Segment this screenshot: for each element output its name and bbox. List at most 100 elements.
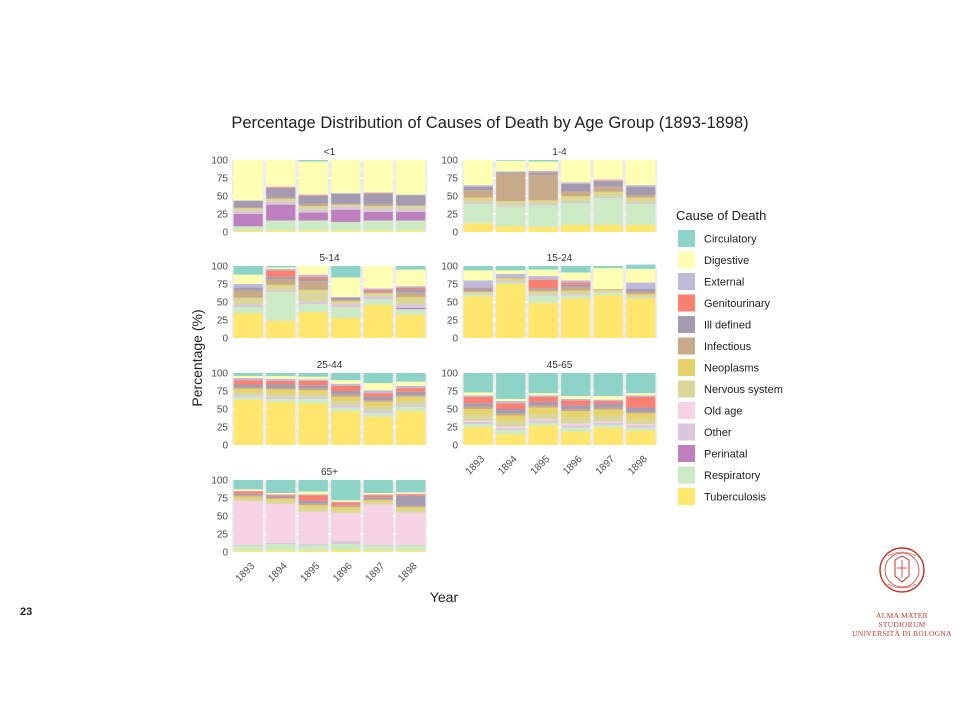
bar-segment: [298, 274, 328, 277]
legend-label: Nervous system: [704, 384, 783, 396]
x-tick-label: 1895: [299, 561, 323, 585]
bar-segment: [331, 193, 361, 194]
bar-segment: [593, 422, 623, 425]
bar-segment: [233, 307, 263, 314]
bar-segment: [266, 388, 296, 390]
bar-segment: [396, 505, 426, 508]
bar-segment: [528, 373, 558, 394]
bar-segment: [298, 494, 328, 496]
bar-segment: [626, 294, 656, 296]
bar-segment: [266, 230, 296, 232]
bar-segment: [593, 424, 623, 428]
bar-segment: [363, 480, 393, 493]
bar-segment: [561, 196, 591, 198]
legend-label: Perinatal: [704, 448, 747, 460]
bar-segment: [561, 272, 591, 281]
bar-segment: [396, 292, 426, 297]
bar-segment: [331, 230, 361, 232]
bar-segment: [396, 509, 426, 513]
facet-panel: 65+ 0 25 50 75 100 1893 1894 1895 1896 1897 1898: [211, 467, 427, 584]
bar-segment: [626, 413, 656, 420]
bar-segment: [496, 420, 526, 427]
bar-segment: [561, 286, 591, 291]
bar-segment: [266, 498, 296, 501]
university-seal-icon: [879, 547, 925, 593]
bar-segment: [593, 196, 623, 199]
bar-segment: [496, 373, 526, 399]
bar-segment: [463, 392, 493, 396]
bar-segment: [233, 490, 263, 492]
bar-segment: [298, 212, 328, 221]
legend-item: Perinatal: [678, 445, 747, 462]
bar-segment: [561, 203, 591, 225]
bar-segment: [396, 480, 426, 493]
bar-segment: [233, 493, 263, 496]
legend-swatch: [678, 294, 695, 312]
bar-segment: [396, 304, 426, 308]
bar-segment: [626, 373, 656, 394]
bar-segment: [528, 203, 558, 206]
bar-segment: [528, 289, 558, 292]
bar-segment: [331, 544, 361, 550]
bar-segment: [331, 380, 361, 384]
bar-segment: [266, 187, 296, 189]
legend-label: Digestive: [704, 255, 749, 267]
bar-segment: [233, 392, 263, 396]
legend-item: External: [678, 273, 744, 290]
bar-segment: [496, 172, 526, 174]
bar-segment: [298, 281, 328, 290]
bar-segment: [298, 480, 328, 492]
bar-segment: [528, 395, 558, 397]
bar-segment: [496, 201, 526, 202]
legend-label: Tuberculosis: [704, 491, 766, 503]
bar-segment: [396, 495, 426, 506]
bar-segment: [363, 289, 393, 292]
bar-segment: [298, 206, 328, 210]
bar-segment: [331, 206, 361, 210]
bar-segment: [496, 273, 526, 278]
bar-segment: [593, 186, 623, 192]
bar-segment: [396, 314, 426, 338]
bar-segment: [363, 410, 393, 414]
bar-segment: [331, 373, 361, 381]
y-tick-label: 25: [217, 210, 229, 221]
bar-segment: [561, 290, 591, 292]
bar-segment: [561, 396, 591, 399]
legend-item: Genitourinary: [678, 294, 771, 312]
bar-segment: [266, 380, 296, 385]
bar-segment: [233, 399, 263, 445]
legend-swatch: [678, 445, 695, 462]
bar-segment: [593, 180, 623, 182]
bar-segment: [496, 277, 526, 279]
x-tick-label: 1893: [234, 561, 258, 585]
bar-segment: [363, 293, 393, 295]
bar-segment: [233, 395, 263, 397]
bar-segment: [528, 302, 558, 338]
bar-segment: [463, 280, 493, 288]
bar-segment: [396, 391, 426, 396]
y-tick-label: 0: [222, 334, 228, 345]
bar-segment: [363, 390, 393, 394]
bar-segment: [331, 277, 361, 297]
bar-segment: [396, 208, 426, 212]
bar-segment: [463, 288, 493, 291]
bar-segment: [626, 268, 656, 283]
bar-segment: [528, 205, 558, 227]
bar-segment: [528, 288, 558, 290]
bar-segment: [266, 480, 296, 493]
bar-segment: [528, 420, 558, 423]
bar-segment: [463, 290, 493, 292]
bar-segment: [396, 195, 426, 206]
y-tick-label: 100: [211, 476, 228, 487]
bar-segment: [363, 495, 393, 498]
bar-segment: [363, 220, 393, 231]
bar-segment: [298, 220, 328, 231]
bar-segment: [626, 296, 656, 298]
bar-segment: [561, 405, 591, 409]
bar-segment: [528, 414, 558, 420]
bar-segment: [396, 401, 426, 405]
legend-swatch: [678, 359, 695, 376]
bar-segment: [396, 404, 426, 407]
bar-segment: [496, 266, 526, 271]
bar-segment: [593, 403, 623, 408]
